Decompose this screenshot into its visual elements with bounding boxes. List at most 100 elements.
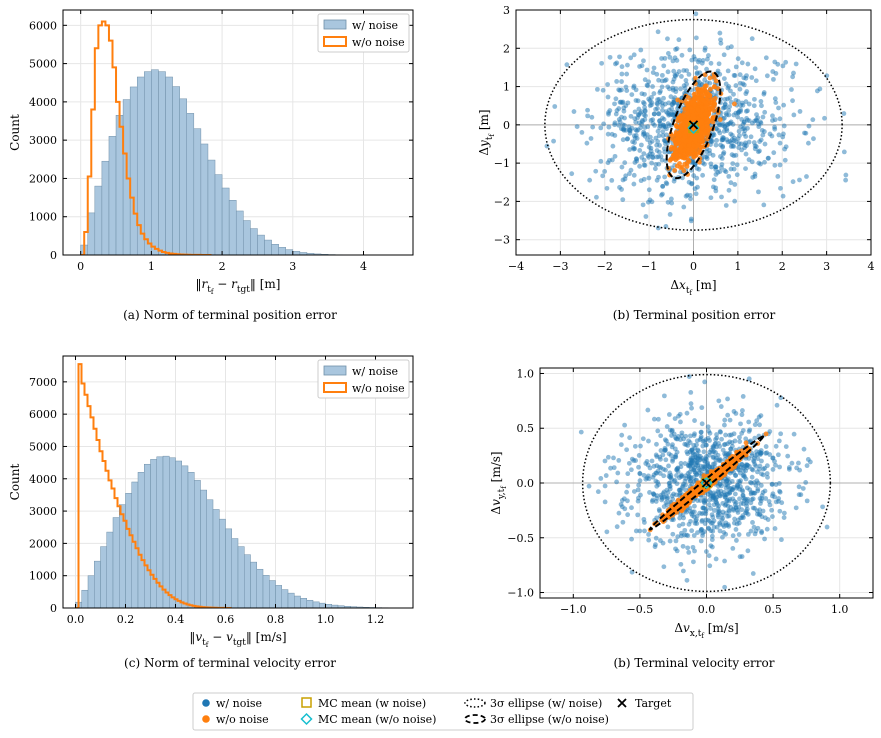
noise-point-442 [619, 64, 625, 70]
noise-point-866 [772, 59, 778, 65]
noise-point-896 [758, 119, 763, 125]
noise-point-767 [612, 120, 618, 126]
noise-point-777 [733, 473, 739, 478]
no-noise-point-648 [686, 95, 691, 101]
noise-point-918 [625, 471, 631, 477]
no-noise-point-856 [678, 99, 684, 105]
noise-point-577 [731, 409, 737, 414]
noise-point-861 [623, 103, 629, 109]
noise-point-558 [708, 506, 713, 511]
y-tick-label-2: 2000 [29, 537, 57, 550]
noise-point-759 [684, 192, 690, 198]
noise-point-354 [716, 61, 722, 67]
noise-point-951 [605, 454, 611, 460]
noise-point-969 [629, 456, 635, 462]
noise-point-129 [720, 447, 726, 453]
noise-point-780 [655, 29, 661, 35]
noise-point-972 [705, 517, 711, 523]
noise-point-208 [674, 473, 679, 478]
noise-point-504 [611, 455, 616, 461]
noise-point-375 [678, 86, 683, 92]
noise-point-533 [657, 90, 663, 96]
noise-point-158 [707, 563, 713, 569]
noise-point-765 [804, 463, 810, 469]
caption-a: (a) Norm of terminal position error [123, 308, 337, 322]
y-axis-label-part-1: y [477, 140, 491, 148]
noise-point-102 [725, 396, 730, 402]
no-noise-point-754 [743, 440, 749, 446]
noise-point-649 [773, 499, 779, 505]
noise-point-325 [797, 177, 802, 183]
noise-point-947 [744, 89, 750, 94]
noise-scatter-group [578, 374, 830, 590]
y-axis-label-part-2: y,t [497, 488, 507, 500]
noise-point-389 [731, 91, 736, 97]
panel-a-position-error-norm: 0 1 2 3 40100020003000400050006000Count‖rtf … [8, 9, 414, 296]
x-axis-label-part-2: t [686, 286, 690, 296]
no-noise-point-762 [707, 93, 713, 99]
no-noise-point-772 [695, 96, 701, 102]
bar-noise-9 [144, 71, 152, 255]
noise-point-22 [660, 107, 665, 113]
noise-point-347 [681, 204, 687, 210]
noise-point-505 [723, 520, 729, 526]
noise-point-587 [736, 520, 742, 526]
no-noise-point-892 [699, 134, 704, 140]
noise-point-844 [659, 84, 665, 90]
caption-d: (b) Terminal velocity error [614, 656, 775, 670]
noise-point-27 [719, 436, 724, 442]
noise-point-507 [743, 151, 749, 157]
noise-point-467 [743, 436, 749, 442]
noise-point-255 [679, 52, 685, 58]
noise-point-638 [687, 47, 693, 53]
y-tick-label-3: 0 [503, 119, 510, 132]
no-noise-point-812 [692, 151, 698, 157]
noise-point-872 [773, 462, 778, 468]
x-axis-label-part-5: r [231, 277, 238, 291]
noise-point-893 [616, 117, 622, 122]
noise-point-647 [646, 537, 652, 543]
noise-point-17 [595, 489, 601, 495]
noise-point-831 [694, 438, 700, 444]
y-axis-label-part-2: t [485, 136, 495, 140]
noise-point-171 [727, 95, 733, 101]
no-noise-point-780 [701, 473, 707, 478]
noise-point-458 [695, 530, 700, 536]
noise-point-768 [777, 162, 783, 168]
noise-point-635 [760, 114, 766, 120]
bar-noise-1 [81, 589, 89, 608]
noise-point-518 [760, 472, 766, 478]
noise-point-382 [668, 196, 674, 202]
noise-point-712 [714, 126, 720, 132]
noise-point-838 [782, 146, 788, 152]
noise-point-451 [732, 182, 738, 187]
noise-point-287 [770, 514, 775, 519]
noise-point-710 [735, 110, 741, 116]
x-tick-label-5: 1.0 [317, 613, 335, 626]
no-noise-point-783 [703, 104, 708, 110]
noise-point-940 [653, 452, 659, 458]
noise-point-254 [650, 155, 656, 161]
noise-point-399 [598, 158, 604, 164]
mean-no-noise-marker [700, 476, 713, 490]
panel-d-velocity-scatter: −1.0 −0.5 0.0 0.5 1.0−1.0−0.50.00.51.0Δvx,tf… [489, 367, 874, 640]
x-axis-label-part-7: ‖ [m/s] [246, 630, 287, 644]
noise-point-737 [719, 194, 724, 200]
noise-point-629 [660, 466, 666, 472]
noise-point-992 [675, 466, 680, 471]
y-tick-label-0: 0 [50, 249, 57, 262]
bar-noise-5 [106, 531, 114, 608]
noise-point-613 [642, 108, 648, 113]
no-noise-point-888 [690, 112, 696, 118]
noise-point-115 [800, 486, 806, 491]
noise-point-521 [676, 37, 682, 43]
no-noise-point-881 [700, 97, 706, 103]
bar-noise-20 [200, 489, 207, 608]
no-noise-point-414 [710, 119, 716, 125]
noise-point-565 [726, 84, 732, 89]
noise-point-805 [657, 121, 663, 127]
no-noise-point-889 [695, 487, 701, 493]
noise-point-657 [638, 47, 644, 53]
noise-point-738 [713, 556, 719, 562]
